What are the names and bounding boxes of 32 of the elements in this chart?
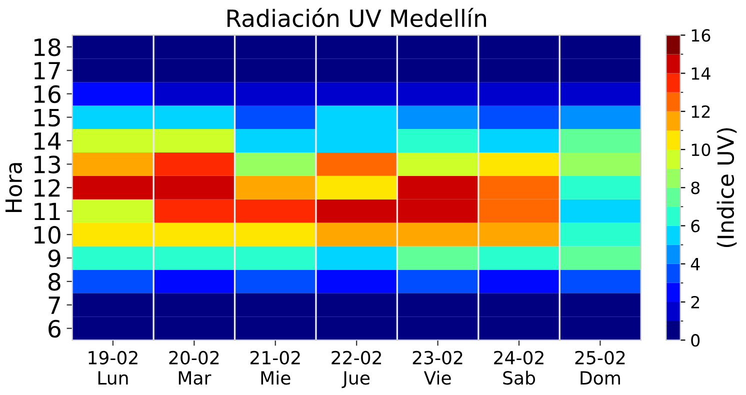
x-tick-label: 19-02 Lun — [88, 350, 138, 385]
color-bar-label: 10 — [692, 143, 710, 156]
chart-title: Radiación UV Medellín — [228, 8, 486, 28]
color-bar-label: 12 — [692, 105, 710, 118]
y-tick-label: 12 — [34, 179, 60, 197]
y-tick-label: 9 — [48, 249, 60, 268]
color-bar-label: 0 — [691, 334, 700, 347]
y-tick-label: 8 — [48, 272, 60, 291]
x-tick-label: 22-02 Jue — [332, 350, 382, 388]
color-bar-title: (Indice UV) — [716, 128, 737, 248]
color-bar-label: 16 — [692, 29, 710, 42]
y-tick-label: 16 — [34, 85, 60, 104]
y-tick-label: 18 — [34, 38, 60, 56]
color-bar-label: 2 — [691, 296, 700, 308]
y-tick-label: 13 — [34, 156, 60, 174]
y-tick-label: 6 — [48, 320, 60, 338]
x-tick-label: 25-02 Dom — [575, 350, 625, 385]
y-tick-label: 17 — [34, 62, 60, 80]
color-bar-label: 8 — [691, 182, 700, 194]
y-tick-label: 10 — [34, 226, 60, 244]
y-tick-label: 7 — [48, 296, 60, 314]
x-tick-label: 20-02 Mar — [169, 350, 219, 385]
color-bar-label: 14 — [692, 67, 710, 80]
x-tick-label: 21-02 Mie — [250, 350, 300, 385]
color-bar-label: 6 — [691, 220, 700, 232]
color-bar-label: 4 — [690, 258, 700, 270]
y-axis-title: Hora — [6, 163, 22, 212]
y-tick-label: 14 — [34, 132, 61, 150]
x-tick-label: 23-02 Vie — [412, 350, 462, 385]
y-tick-label: 11 — [34, 202, 60, 220]
y-tick-label: 15 — [34, 109, 60, 127]
x-tick-label: 24-02 Sab — [494, 350, 544, 385]
